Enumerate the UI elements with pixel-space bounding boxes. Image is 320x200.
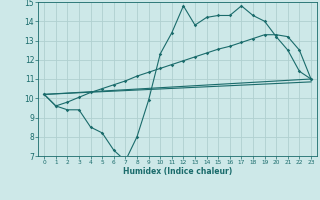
X-axis label: Humidex (Indice chaleur): Humidex (Indice chaleur) <box>123 167 232 176</box>
